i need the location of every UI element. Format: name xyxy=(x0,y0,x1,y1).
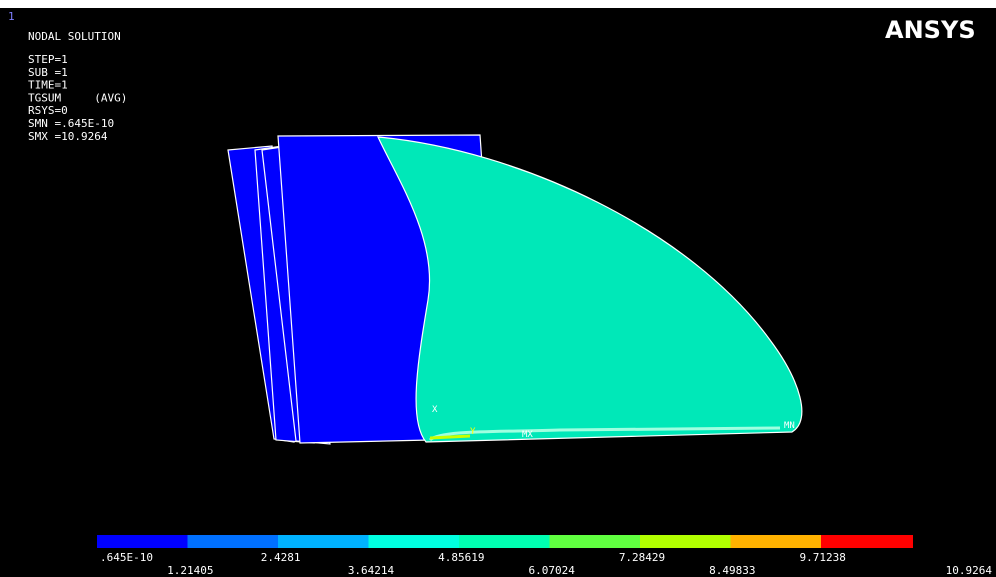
info-line: TGSUM (AVG) xyxy=(28,91,127,104)
window-number: 1 xyxy=(8,10,15,23)
axis-marker: X xyxy=(432,405,438,415)
legend-band xyxy=(821,535,913,548)
axis-marker: Y xyxy=(470,427,476,437)
info-line: STEP=1 xyxy=(28,53,68,66)
legend-label: 6.07024 xyxy=(528,564,575,577)
legend-band xyxy=(550,535,641,548)
legend-label: 1.21405 xyxy=(167,564,213,577)
info-line: SUB =1 xyxy=(28,66,68,79)
legend-band xyxy=(640,535,731,548)
page: 1 NODAL SOLUTION ANSYS STEP=1SUB =1TIME=… xyxy=(0,0,996,577)
info-line: SMX =10.9264 xyxy=(28,130,108,143)
title: NODAL SOLUTION xyxy=(28,30,121,43)
legend-band xyxy=(731,535,822,548)
legend-label: 10.9264 xyxy=(946,564,993,577)
legend-band xyxy=(278,535,369,548)
legend-band xyxy=(369,535,460,548)
info-line: SMN =.645E-10 xyxy=(28,117,114,130)
legend-band xyxy=(459,535,550,548)
legend-label: 9.71238 xyxy=(799,551,845,564)
legend-label: 4.85619 xyxy=(438,551,484,564)
min-marker: MN xyxy=(784,421,795,431)
legend-band xyxy=(97,535,188,548)
info-line: TIME=1 xyxy=(28,79,68,92)
legend-label: 8.49833 xyxy=(709,564,755,577)
legend-label: 7.28429 xyxy=(619,551,665,564)
max-marker: MX xyxy=(522,430,533,440)
legend-label: 3.64214 xyxy=(348,564,395,577)
legend-label: 2.4281 xyxy=(261,551,301,564)
screen: 1 NODAL SOLUTION ANSYS STEP=1SUB =1TIME=… xyxy=(0,0,996,577)
info-line: RSYS=0 xyxy=(28,104,68,117)
contour-edge xyxy=(430,436,470,438)
logo: ANSYS xyxy=(885,16,976,44)
legend-label: .645E-10 xyxy=(100,551,153,564)
legend-band xyxy=(188,535,279,548)
